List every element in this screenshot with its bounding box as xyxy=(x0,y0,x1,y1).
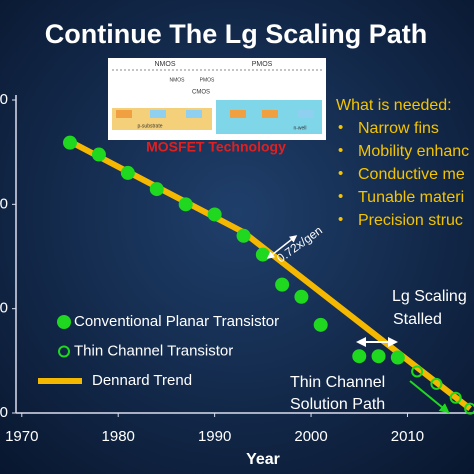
region xyxy=(150,110,166,118)
inset-label: PMOS xyxy=(252,61,273,68)
region xyxy=(186,110,202,118)
data-point xyxy=(352,349,367,364)
data-point xyxy=(275,277,290,292)
y-tick-label: 10 xyxy=(0,404,8,421)
data-point xyxy=(430,377,443,390)
annotation: Thin Channel xyxy=(290,374,385,391)
needs-panel: What is needed: • Narrow fins • Mobility en… xyxy=(336,97,469,229)
needs-item: Narrow fins xyxy=(358,120,439,137)
y-tick-label: 100 xyxy=(0,300,8,317)
annotation: Solution Path xyxy=(290,396,385,413)
annotation: Lg Scaling xyxy=(392,288,467,305)
x-tick-label: 1970 xyxy=(5,428,38,445)
bullet: • xyxy=(338,211,343,228)
region xyxy=(116,110,132,118)
bullet: • xyxy=(338,142,343,159)
arrow xyxy=(409,380,450,414)
x-axis-label: Year xyxy=(246,451,280,468)
needs-item: Conductive me xyxy=(358,166,465,183)
data-point xyxy=(62,135,77,150)
legend-label: Dennard Trend xyxy=(92,372,192,389)
data-point xyxy=(207,207,222,222)
bullet: • xyxy=(338,188,343,205)
arrow xyxy=(266,235,298,259)
inset-label: p-substrate xyxy=(137,123,162,129)
data-point xyxy=(371,349,386,364)
data-point xyxy=(255,247,270,262)
annotation: Stalled xyxy=(393,311,442,328)
inset-label: NMOS xyxy=(170,77,186,83)
data-point xyxy=(313,317,328,332)
y-tick-label: 1000 xyxy=(0,195,8,212)
data-point xyxy=(449,391,462,404)
legend-label: Thin Channel Transistor xyxy=(74,342,233,359)
x-tick-label: 1990 xyxy=(198,428,231,445)
data-point xyxy=(464,402,474,415)
x-tick-label: 2010 xyxy=(391,428,424,445)
region xyxy=(262,110,278,118)
inset-caption: MOSFET Technology xyxy=(146,139,286,155)
data-point xyxy=(120,165,135,180)
needs-item: Precision struc xyxy=(358,212,463,229)
title: Continue The Lg Scaling Path xyxy=(45,19,428,49)
x-tick-label: 2000 xyxy=(294,428,327,445)
needs-item: Mobility enhanc xyxy=(358,143,469,160)
region xyxy=(298,110,314,118)
y-tick-label: 10000 xyxy=(0,91,8,108)
inset-label: n-well xyxy=(293,125,306,131)
bullet: • xyxy=(338,165,343,182)
legend-swatch xyxy=(58,345,70,358)
data-point xyxy=(411,365,424,378)
data-point xyxy=(178,197,193,212)
inset-diagram: MOSFET Technology NMOS PMOS NMOS PMOS CMOS p-… xyxy=(108,58,326,155)
legend-swatch xyxy=(57,315,71,329)
region xyxy=(230,110,246,118)
inset-label: NMOS xyxy=(155,61,176,68)
needs-item: Tunable materi xyxy=(358,189,464,206)
inset-label: CMOS xyxy=(192,90,210,96)
inset-label: PMOS xyxy=(200,77,215,83)
data-point xyxy=(91,147,106,162)
data-point xyxy=(149,182,164,197)
needs-heading: What is needed: xyxy=(336,97,452,114)
x-tick-label: 1980 xyxy=(102,428,135,445)
data-point xyxy=(294,289,309,304)
data-point xyxy=(236,228,251,243)
data-point xyxy=(390,350,405,365)
legend-label: Conventional Planar Transistor xyxy=(74,313,279,330)
bullet: • xyxy=(338,119,343,136)
